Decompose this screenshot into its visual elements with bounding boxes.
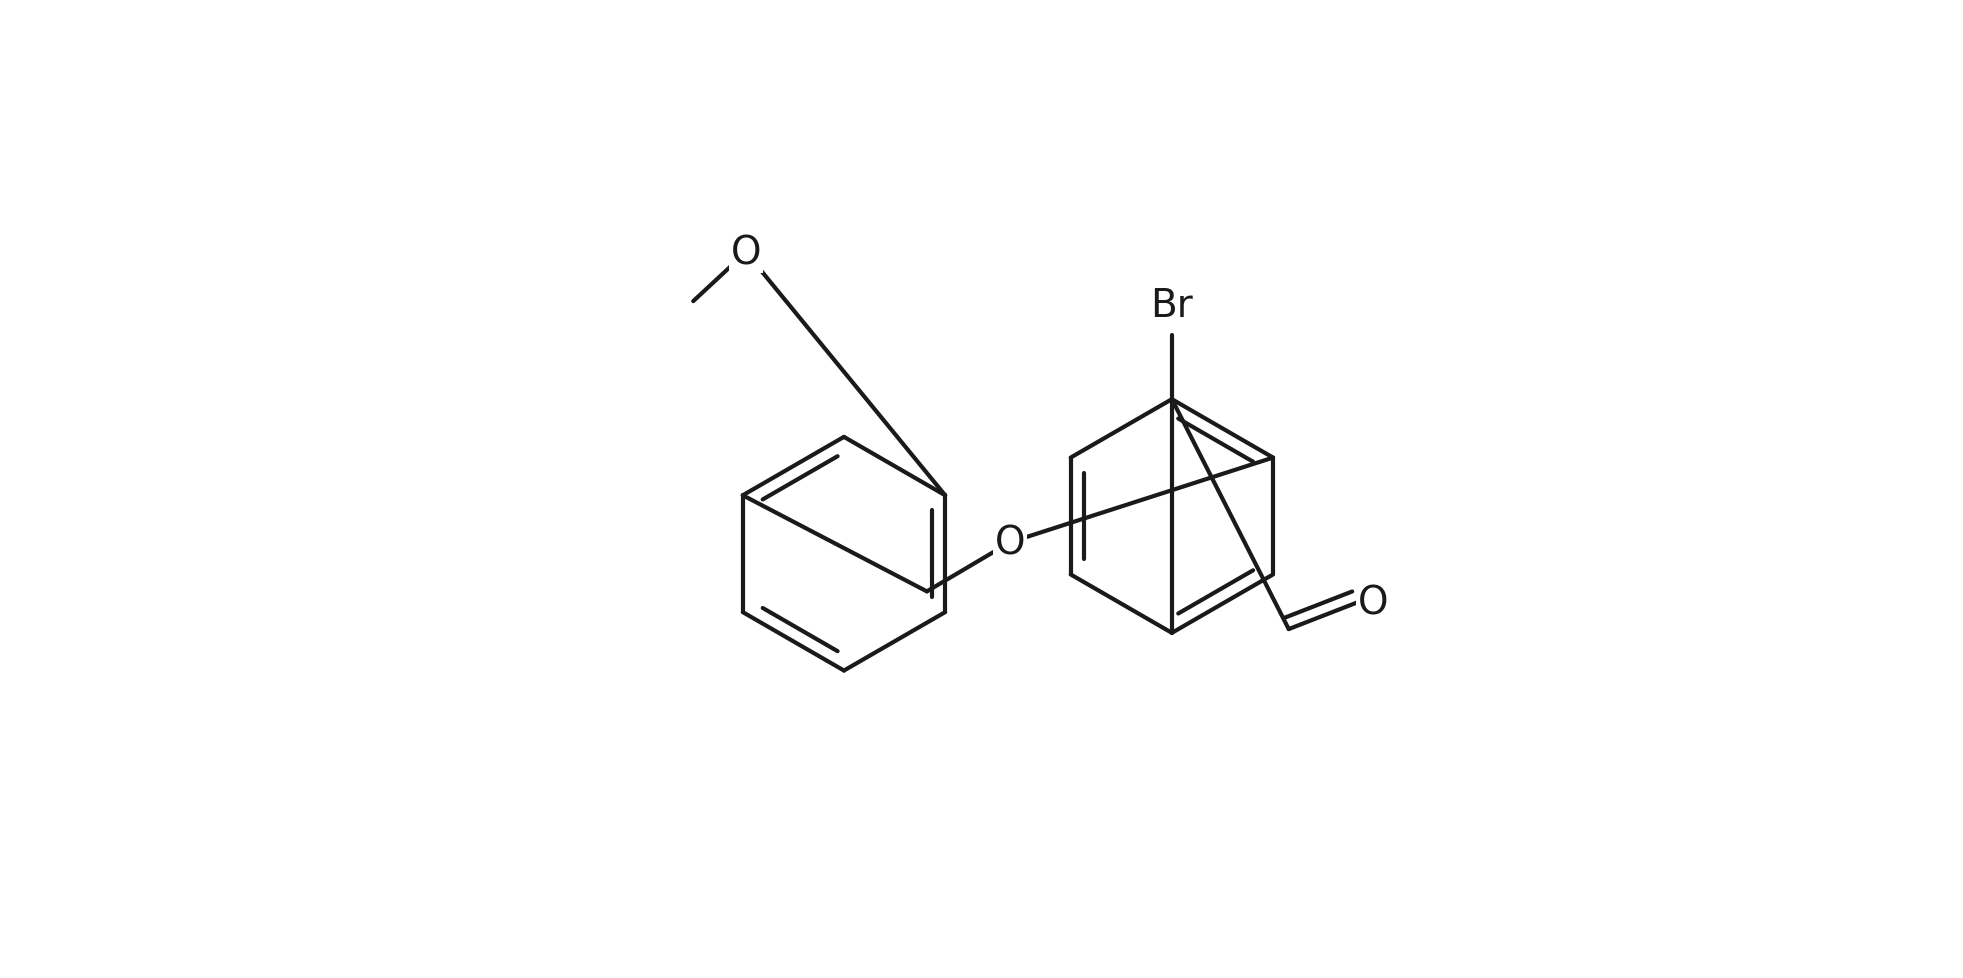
Text: O: O: [730, 234, 762, 272]
Text: Br: Br: [1150, 287, 1194, 325]
Text: O: O: [995, 524, 1025, 561]
Text: O: O: [1358, 584, 1388, 622]
